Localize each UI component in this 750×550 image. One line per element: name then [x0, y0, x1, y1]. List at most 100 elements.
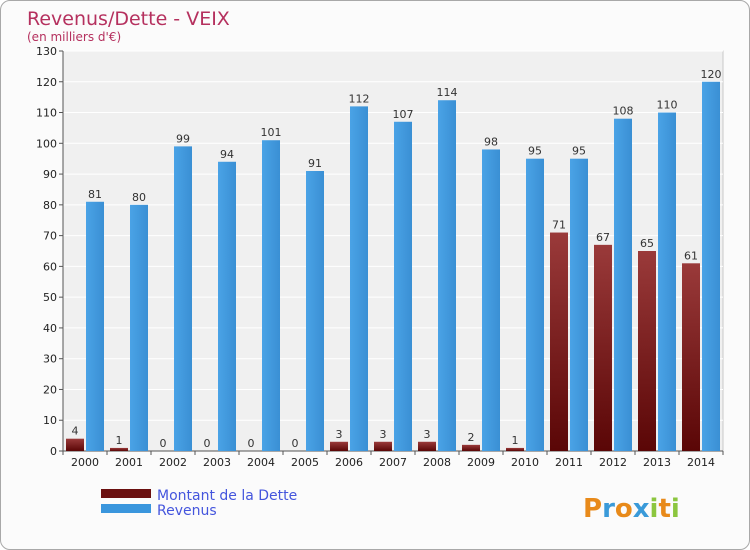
- data-label-revenus: 112: [349, 92, 370, 105]
- bar-revenus: [262, 140, 280, 451]
- y-tick-label: 90: [43, 168, 57, 181]
- x-tick-label: 2000: [71, 456, 99, 469]
- x-tick-label: 2001: [115, 456, 143, 469]
- data-label-revenus: 120: [701, 68, 722, 81]
- bar-dette: [682, 263, 700, 451]
- x-tick-label: 2013: [643, 456, 671, 469]
- plot-area: 0102030405060708090100110120130200048120…: [36, 45, 724, 469]
- data-label-revenus: 91: [308, 157, 322, 170]
- y-tick-label: 60: [43, 260, 57, 273]
- x-tick-label: 2003: [203, 456, 231, 469]
- y-tick-label: 50: [43, 291, 57, 304]
- data-label-revenus: 107: [393, 108, 414, 121]
- logo-letter: i: [671, 494, 680, 524]
- legend-item-revenus: Revenus: [101, 503, 217, 519]
- y-tick-label: 120: [36, 76, 57, 89]
- bar-dette: [66, 438, 84, 451]
- bar-revenus: [658, 112, 676, 452]
- data-label-dette: 3: [380, 428, 387, 441]
- bar-revenus: [174, 146, 192, 451]
- data-label-dette: 65: [640, 237, 654, 250]
- logo-letter: t: [658, 494, 670, 524]
- bar-dette: [638, 251, 656, 451]
- bar-revenus: [306, 171, 324, 451]
- legend-label-dette: Montant de la Dette: [157, 488, 297, 504]
- bar-dette: [330, 441, 348, 451]
- data-label-revenus: 99: [176, 132, 190, 145]
- x-tick-label: 2004: [247, 456, 275, 469]
- data-label-revenus: 101: [261, 126, 282, 139]
- data-label-dette: 71: [552, 219, 566, 232]
- bar-revenus: [218, 161, 236, 451]
- logo-letter: r: [602, 494, 615, 524]
- data-label-revenus: 81: [88, 188, 102, 201]
- y-tick-label: 10: [43, 414, 57, 427]
- x-tick-label: 2002: [159, 456, 187, 469]
- data-label-dette: 0: [160, 437, 167, 450]
- y-tick-label: 130: [36, 45, 57, 58]
- x-tick-label: 2006: [335, 456, 363, 469]
- x-tick-label: 2010: [511, 456, 539, 469]
- data-label-dette: 0: [292, 437, 299, 450]
- x-tick-label: 2014: [687, 456, 715, 469]
- data-label-revenus: 94: [220, 148, 234, 161]
- bar-dette: [110, 447, 128, 451]
- data-label-dette: 1: [512, 434, 519, 447]
- data-label-dette: 1: [116, 434, 123, 447]
- bar-revenus: [482, 149, 500, 451]
- legend-swatch-revenus: [101, 504, 151, 513]
- chart-title: Revenus/Dette - VEIX: [27, 8, 230, 30]
- plot-background: [62, 50, 724, 452]
- data-label-revenus: 95: [572, 145, 586, 158]
- bar-dette: [418, 441, 436, 451]
- bar-revenus: [702, 81, 720, 452]
- data-label-revenus: 98: [484, 135, 498, 148]
- logo-letter: o: [615, 494, 633, 524]
- legend-swatch-dette: [101, 489, 151, 498]
- y-tick-label: 80: [43, 199, 57, 212]
- data-label-dette: 3: [336, 428, 343, 441]
- bar-dette: [506, 447, 524, 451]
- bar-revenus: [438, 100, 456, 451]
- data-label-dette: 0: [248, 437, 255, 450]
- legend: Montant de la Dette Revenus: [101, 488, 297, 519]
- proxiti-logo: Proxiti: [583, 494, 680, 524]
- data-label-revenus: 110: [657, 99, 678, 112]
- bar-revenus: [350, 106, 368, 451]
- data-label-dette: 0: [204, 437, 211, 450]
- bar-revenus: [130, 204, 148, 451]
- x-tick-label: 2008: [423, 456, 451, 469]
- data-label-dette: 3: [424, 428, 431, 441]
- data-label-revenus: 95: [528, 145, 542, 158]
- logo-letter: P: [583, 494, 602, 524]
- x-tick-label: 2012: [599, 456, 627, 469]
- x-tick-label: 2011: [555, 456, 583, 469]
- chart-subtitle: (en milliers d'€): [27, 30, 121, 44]
- bar-revenus: [86, 201, 104, 451]
- y-tick-label: 20: [43, 383, 57, 396]
- data-label-dette: 2: [468, 431, 475, 444]
- bar-revenus: [570, 158, 588, 451]
- bar-dette: [594, 244, 612, 451]
- bar-dette: [374, 441, 392, 451]
- logo-letter: i: [650, 494, 659, 524]
- x-tick-label: 2009: [467, 456, 495, 469]
- bar-dette: [550, 232, 568, 451]
- data-label-revenus: 114: [437, 86, 458, 99]
- bar-revenus: [526, 158, 544, 451]
- y-tick-label: 40: [43, 322, 57, 335]
- data-label-dette: 67: [596, 231, 610, 244]
- x-tick-label: 2007: [379, 456, 407, 469]
- bar-dette: [462, 444, 480, 451]
- logo-letter: x: [633, 494, 650, 524]
- legend-item-dette: Montant de la Dette: [101, 488, 297, 504]
- y-tick-label: 0: [50, 445, 57, 458]
- data-label-revenus: 80: [132, 191, 146, 204]
- y-tick-label: 100: [36, 137, 57, 150]
- bar-revenus: [614, 118, 632, 451]
- y-tick-label: 70: [43, 230, 57, 243]
- legend-label-revenus: Revenus: [157, 503, 217, 519]
- data-label-dette: 4: [72, 425, 79, 438]
